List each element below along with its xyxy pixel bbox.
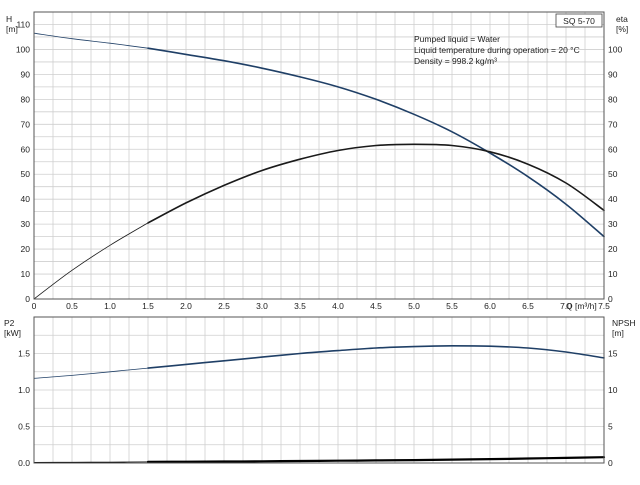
title-box xyxy=(555,13,603,28)
upper-right-tick-label: 90 xyxy=(608,69,618,79)
x-tick-label: 6.5 xyxy=(522,301,534,311)
info-line-2: Liquid temperature during operation = 20… xyxy=(414,45,580,55)
chart-labels: 0 0.5 1.0 1.5 2.0 2.5 3.0 3.5 4.0 4.5 5.0 5.5 6.0 6.5… xyxy=(4,14,636,468)
upper-left-tick-label: 40 xyxy=(21,194,31,204)
upper-left-tick-label: 10 xyxy=(21,269,31,279)
x-tick-label: 4.0 xyxy=(332,301,344,311)
x-tick-label: 6.0 xyxy=(484,301,496,311)
upper-left-tick-label: 0 xyxy=(25,294,30,304)
upper-right-tick-label: 70 xyxy=(608,119,618,129)
upper-left-tick-label: 70 xyxy=(21,119,31,129)
upper-series-group xyxy=(33,32,605,300)
upper-left-tick-label: 110 xyxy=(16,19,30,29)
upper-series-1-extrapolated-line xyxy=(33,222,149,300)
upper-right-axis-label: eta xyxy=(616,14,628,24)
upper-right-tick-label: 10 xyxy=(608,269,618,279)
lower-right-tick-label: 5 xyxy=(608,422,613,432)
upper-left-tick-label: 60 xyxy=(21,144,31,154)
x-tick-label: 1.0 xyxy=(104,301,116,311)
x-tick-label: 3.5 xyxy=(294,301,306,311)
x-tick-label: 0.5 xyxy=(66,301,78,311)
upper-series-0-line xyxy=(147,47,605,238)
lower-series-0-extrapolated-line xyxy=(33,367,149,379)
upper-left-tick-label: 80 xyxy=(21,94,31,104)
upper-grid xyxy=(33,11,605,300)
upper-left-axis-label: H xyxy=(6,14,12,24)
lower-left-tick-label: 0.5 xyxy=(18,422,30,432)
upper-series-0-extrapolated-line xyxy=(33,32,149,49)
title-box-label: SQ 5-70 xyxy=(563,16,595,26)
lower-left-axis-label: [kW] xyxy=(4,328,21,338)
info-line-1: Pumped liquid = Water xyxy=(414,34,500,44)
x-tick-label: 7.0 xyxy=(560,301,572,311)
lower-left-tick-label: 1.5 xyxy=(18,349,30,359)
upper-right-tick-label: 0 xyxy=(608,294,613,304)
upper-plot-frame xyxy=(33,11,605,300)
x-tick-label: 5.0 xyxy=(408,301,420,311)
x-axis-label: Q [m³/h] xyxy=(566,301,597,311)
lower-grid xyxy=(33,316,605,464)
lower-right-tick-label: 15 xyxy=(608,349,618,359)
x-tick-label: 5.5 xyxy=(446,301,458,311)
upper-right-tick-label: 20 xyxy=(608,244,618,254)
upper-left-tick-label: 50 xyxy=(21,169,31,179)
x-tick-label: 2.5 xyxy=(218,301,230,311)
lower-plot-frame xyxy=(33,316,605,464)
upper-left-tick-label: 30 xyxy=(21,219,31,229)
upper-series-1-line xyxy=(147,143,605,224)
x-tick-label: 1.5 xyxy=(142,301,154,311)
x-tick-label: 0 xyxy=(32,301,37,311)
upper-right-tick-label: 50 xyxy=(608,169,618,179)
upper-left-tick-label: 100 xyxy=(16,44,30,54)
x-tick-label: 3.0 xyxy=(256,301,268,311)
lower-left-tick-label: 0.0 xyxy=(18,458,30,468)
lower-right-axis-label: [m] xyxy=(612,328,624,338)
upper-right-tick-label: 100 xyxy=(608,44,622,54)
upper-right-axis-label: [%] xyxy=(616,24,628,34)
lower-left-axis-label: P2 xyxy=(4,318,15,328)
x-tick-label: 7.5 xyxy=(598,301,610,311)
x-tick-label: 4.5 xyxy=(370,301,382,311)
info-line-3: Density = 998.2 kg/m³ xyxy=(414,56,497,66)
lower-right-axis-label: NPSH xyxy=(612,318,636,328)
upper-right-tick-label: 60 xyxy=(608,144,618,154)
upper-right-tick-label: 30 xyxy=(608,219,618,229)
lower-series-group xyxy=(33,344,606,463)
lower-right-tick-label: 0 xyxy=(608,458,613,468)
lower-left-tick-label: 1.0 xyxy=(18,385,30,395)
lower-right-tick-label: 10 xyxy=(608,385,618,395)
upper-right-tick-label: 40 xyxy=(608,194,618,204)
lower-series-1-line xyxy=(146,456,606,463)
upper-right-tick-label: 80 xyxy=(608,94,618,104)
lower-series-0-line xyxy=(147,344,605,369)
x-tick-label: 2.0 xyxy=(180,301,192,311)
upper-left-tick-label: 90 xyxy=(21,69,31,79)
upper-left-axis-label: [m] xyxy=(6,24,18,34)
lower-series-1-extrapolated-line xyxy=(33,461,149,463)
upper-left-tick-label: 20 xyxy=(21,244,31,254)
